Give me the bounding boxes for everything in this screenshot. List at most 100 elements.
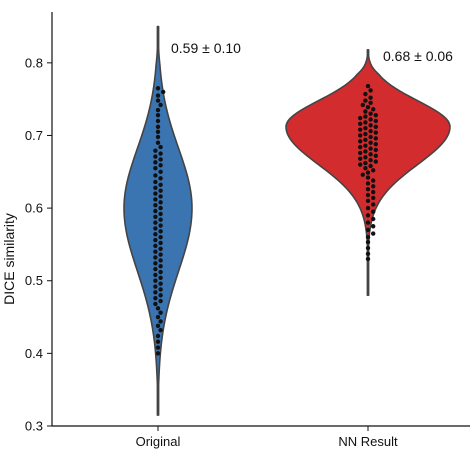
data-point xyxy=(368,157,373,163)
data-point xyxy=(363,126,368,131)
data-point xyxy=(368,95,373,100)
data-point xyxy=(158,269,163,275)
data-point xyxy=(363,160,368,166)
data-point xyxy=(155,323,161,328)
data-point xyxy=(153,220,158,225)
data-point xyxy=(371,189,376,195)
data-point xyxy=(363,98,368,103)
data-point xyxy=(373,136,378,141)
data-point xyxy=(371,178,376,183)
data-point xyxy=(368,134,373,140)
data-point xyxy=(155,345,161,350)
data-point xyxy=(363,155,368,160)
data-point xyxy=(358,156,363,161)
data-point xyxy=(155,124,161,129)
data-point xyxy=(161,89,166,95)
data-point xyxy=(153,243,158,249)
data-point xyxy=(365,256,371,262)
data-point xyxy=(158,205,163,211)
data-point xyxy=(153,148,158,153)
data-point xyxy=(368,100,373,105)
data-point xyxy=(371,184,376,189)
data-point xyxy=(158,281,163,286)
data-point xyxy=(158,182,163,188)
data-point xyxy=(368,146,373,151)
data-point xyxy=(155,339,161,344)
data-point xyxy=(368,111,373,116)
data-point xyxy=(158,194,163,199)
data-point xyxy=(158,287,163,292)
data-point xyxy=(365,104,371,110)
data-point xyxy=(358,162,363,167)
data-point xyxy=(158,102,163,108)
data-point xyxy=(158,157,163,162)
data-point xyxy=(365,245,371,251)
data-point xyxy=(368,163,373,169)
data-point xyxy=(153,185,158,190)
data-point xyxy=(371,195,376,201)
data-point xyxy=(155,314,161,320)
data-point xyxy=(363,137,368,143)
data-point xyxy=(158,240,163,246)
data-point xyxy=(158,319,163,324)
points-layer xyxy=(153,83,378,356)
data-point xyxy=(153,295,158,301)
data-point xyxy=(358,150,363,156)
data-point xyxy=(158,176,163,181)
data-point xyxy=(373,147,378,153)
data-point xyxy=(153,214,158,220)
data-point xyxy=(368,152,373,157)
data-point xyxy=(153,290,158,295)
data-point xyxy=(365,198,371,204)
data-point xyxy=(155,140,161,145)
y-tick-label: 0.8 xyxy=(25,55,43,70)
data-point xyxy=(158,163,163,168)
data-point xyxy=(158,275,163,281)
data-point xyxy=(365,170,371,175)
data-point xyxy=(371,202,376,207)
data-point xyxy=(358,121,363,127)
data-point xyxy=(360,172,365,177)
data-point xyxy=(371,107,376,112)
data-point xyxy=(365,240,371,245)
y-tick-label: 0.3 xyxy=(25,419,43,434)
data-point xyxy=(155,98,161,103)
data-point xyxy=(155,351,161,356)
data-point xyxy=(158,234,163,240)
data-point xyxy=(155,333,161,339)
data-point xyxy=(158,258,163,263)
data-point xyxy=(371,209,376,214)
data-point xyxy=(153,301,158,307)
data-point xyxy=(153,173,158,178)
data-point xyxy=(365,192,371,198)
data-point xyxy=(155,107,161,113)
data-point xyxy=(153,203,158,208)
y-axis-label: DICE similarity xyxy=(1,213,17,305)
data-point xyxy=(153,261,158,266)
data-point xyxy=(365,187,371,192)
data-point xyxy=(365,181,371,186)
data-point xyxy=(365,213,371,218)
data-point xyxy=(365,175,371,180)
data-point xyxy=(363,165,368,171)
data-point xyxy=(158,223,163,228)
data-point xyxy=(158,200,163,205)
data-point xyxy=(358,144,363,150)
data-point xyxy=(363,109,368,114)
data-point xyxy=(358,115,363,121)
data-point xyxy=(363,114,368,119)
data-point xyxy=(153,255,158,260)
annotation-nn-result: 0.68 ± 0.06 xyxy=(383,48,453,64)
data-point xyxy=(153,266,158,272)
data-point xyxy=(153,179,158,185)
data-point xyxy=(365,234,371,240)
data-point xyxy=(358,127,363,132)
data-point xyxy=(363,91,368,97)
data-point xyxy=(153,191,158,196)
data-point xyxy=(371,216,376,222)
data-point xyxy=(155,129,161,135)
data-point xyxy=(368,123,373,128)
data-point xyxy=(153,197,158,202)
data-point xyxy=(158,217,163,222)
x-tick-label: Original xyxy=(136,434,181,449)
